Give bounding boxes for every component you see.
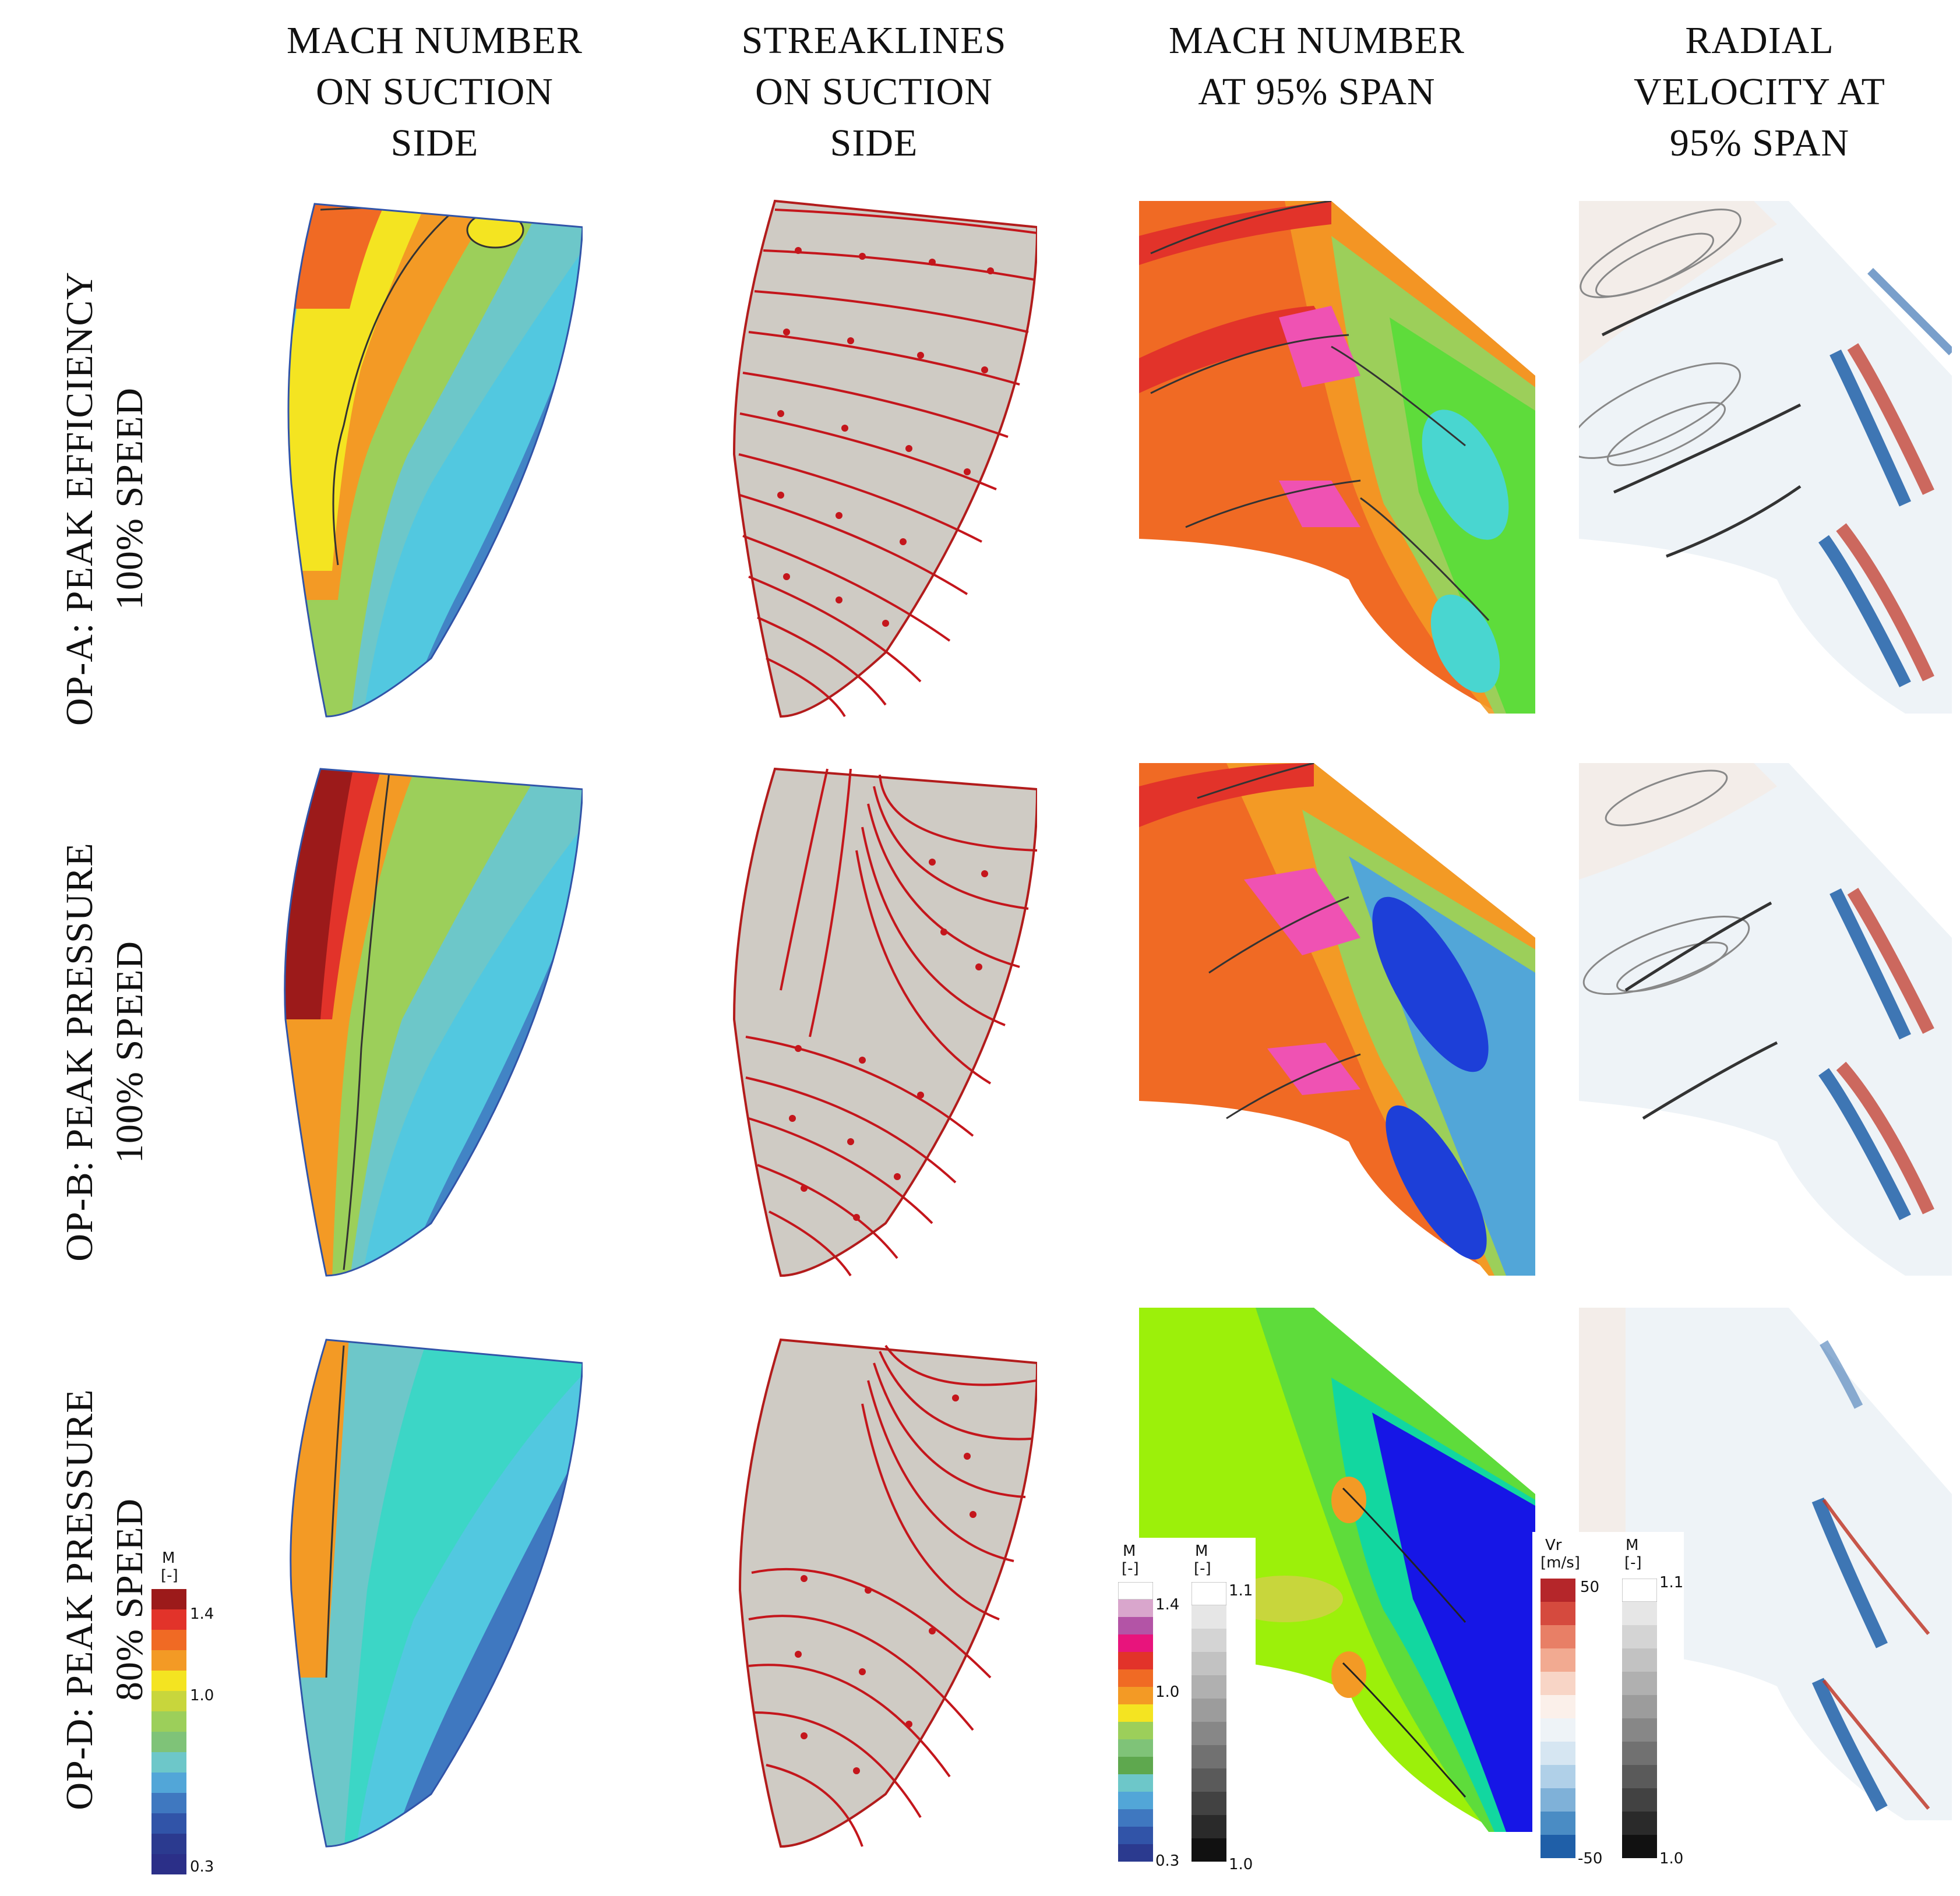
legend-unit: [-] <box>1624 1554 1642 1572</box>
legend-min: 0.3 <box>1155 1852 1180 1870</box>
column-header-line: AT 95% SPAN <box>1198 70 1436 113</box>
legend-title: M <box>162 1549 175 1567</box>
row-header-line: OP-B: PEAK PRESSURE <box>58 842 101 1262</box>
legend-min: 1.0 <box>1659 1850 1684 1867</box>
legend-title: M <box>1123 1542 1136 1560</box>
legend-colorbar-vr <box>1540 1579 1575 1858</box>
legend-min: -50 <box>1578 1850 1603 1867</box>
column-header-mach-span: MACH NUMBER AT 95% SPAN <box>1124 15 1509 118</box>
streaklines-op-a <box>732 199 1037 718</box>
legend-min: 1.0 <box>1229 1856 1253 1873</box>
legend-colorbar <box>1118 1582 1153 1862</box>
mach-suction-op-a <box>287 203 583 718</box>
legend-title: M <box>1195 1542 1208 1560</box>
legend-max: 50 <box>1580 1579 1600 1596</box>
column-header-radial-velocity: RADIAL VELOCITY AT 95% SPAN <box>1567 15 1952 169</box>
column-header-streaklines: STREAKLINES ON SUCTION SIDE <box>682 15 1066 169</box>
legend-colorbar-gray <box>1622 1579 1657 1858</box>
legend-min: 0.3 <box>190 1858 214 1876</box>
mach-span-op-d <box>1139 1308 1535 1832</box>
column-header-line: SIDE <box>830 122 918 164</box>
mach-span-op-a <box>1139 201 1535 714</box>
column-header-line: ON SUCTION <box>755 70 993 113</box>
streaklines-op-d <box>738 1338 1037 1848</box>
column-header-line: SIDE <box>390 122 479 164</box>
legend-max: 1.4 <box>1155 1596 1180 1613</box>
row-header-op-d: OP-D: PEAK PRESSURE 80% SPEED <box>55 1337 155 1862</box>
radial-velocity-legend: Vr [m/s] 50 -50 M [-] 1.1 1.0 <box>1532 1532 1684 1876</box>
legend-title: Vr <box>1545 1537 1562 1554</box>
column-header-mach-suction: MACH NUMBER ON SUCTION SIDE <box>242 15 627 169</box>
mach-span-legend: M [-] 1.4 1.0 0.3 M [-] 1.1 1.0 <box>1110 1538 1256 1876</box>
column-header-line: STREAKLINES <box>741 19 1007 62</box>
legend-max: 1.1 <box>1659 1574 1684 1591</box>
radial-velocity-op-a <box>1579 201 1952 714</box>
column-header-line: MACH NUMBER <box>1169 19 1465 62</box>
row-header-op-b: OP-B: PEAK PRESSURE 100% SPEED <box>55 790 155 1314</box>
streaklines-op-b <box>732 767 1037 1277</box>
column-header-line: MACH NUMBER <box>287 19 583 62</box>
legend-unit: [m/s] <box>1540 1554 1580 1572</box>
mach-suction-op-d <box>290 1339 583 1848</box>
column-header-line: RADIAL <box>1685 19 1834 62</box>
row-header-line: OP-D: PEAK PRESSURE <box>58 1389 101 1810</box>
column-header-line: VELOCITY AT <box>1633 70 1885 113</box>
legend-colorbar-gray <box>1191 1582 1226 1862</box>
legend-max: 1.1 <box>1229 1582 1253 1600</box>
row-header-line: OP-A: PEAK EFFICIENCY <box>58 271 101 726</box>
legend-unit: [-] <box>1122 1560 1139 1577</box>
mach-span-op-b <box>1139 763 1535 1276</box>
row-header-line: 100% SPEED <box>108 387 151 610</box>
mach-suction-op-b <box>284 768 583 1277</box>
legend-max: 1.4 <box>190 1605 214 1623</box>
radial-velocity-op-b <box>1579 763 1952 1276</box>
legend-unit: [-] <box>1194 1560 1211 1577</box>
legend-colorbar <box>151 1589 186 1874</box>
row-header-line: 100% SPEED <box>108 940 151 1164</box>
legend-mid: 1.0 <box>190 1687 214 1704</box>
column-header-line: ON SUCTION <box>316 70 554 113</box>
legend-title: M <box>1626 1537 1639 1554</box>
mach-suction-legend: M [-] 1.4 1.0 0.3 <box>146 1549 233 1887</box>
legend-mid: 1.0 <box>1155 1683 1180 1701</box>
column-header-line: 95% SPAN <box>1669 122 1850 164</box>
legend-unit: [-] <box>161 1567 178 1584</box>
row-header-op-a: OP-A: PEAK EFFICIENCY 100% SPEED <box>55 236 155 761</box>
